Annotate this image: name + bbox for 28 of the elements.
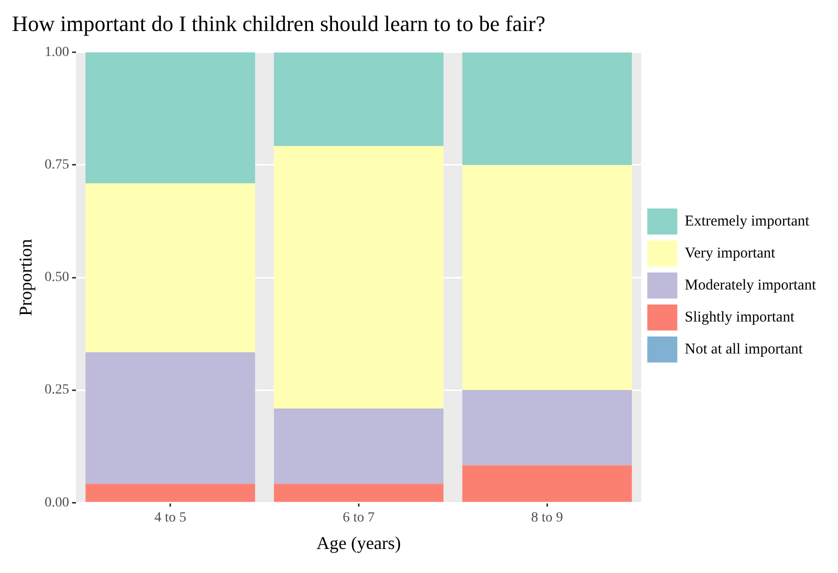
- bar: [462, 390, 632, 466]
- x-tick-label: 8 to 9: [531, 510, 564, 526]
- y-tick-label: 0.50: [44, 270, 70, 286]
- y-tick-label: 0.00: [44, 495, 70, 510]
- bar: [86, 352, 256, 484]
- legend-label: Moderately important: [684, 277, 817, 294]
- bar: [274, 52, 444, 146]
- legend-label: Not at all important: [684, 341, 804, 358]
- chart-title: How important do I think children should learn to to be fair?: [12, 10, 546, 36]
- bar: [274, 408, 444, 484]
- bar: [462, 465, 632, 502]
- bar: [274, 146, 444, 409]
- legend-label: Very important: [684, 245, 776, 262]
- x-tick-label: 4 to 5: [154, 510, 186, 526]
- y-tick-label: 1.00: [44, 45, 70, 60]
- bar: [274, 484, 444, 502]
- y-axis-title: Proportion: [16, 238, 36, 316]
- bar: [86, 52, 256, 184]
- y-tick-label: 0.75: [44, 158, 70, 173]
- bar: [462, 164, 632, 390]
- legend-label: Extremely important: [684, 213, 810, 230]
- x-tick-label: 6 to 7: [342, 510, 375, 526]
- bar: [86, 484, 256, 502]
- legend-label: Slightly important: [684, 309, 796, 326]
- y-tick-label: 0.25: [44, 382, 70, 398]
- bar: [86, 183, 256, 352]
- bar: [462, 52, 632, 165]
- x-axis-title: Age (years): [316, 532, 401, 553]
